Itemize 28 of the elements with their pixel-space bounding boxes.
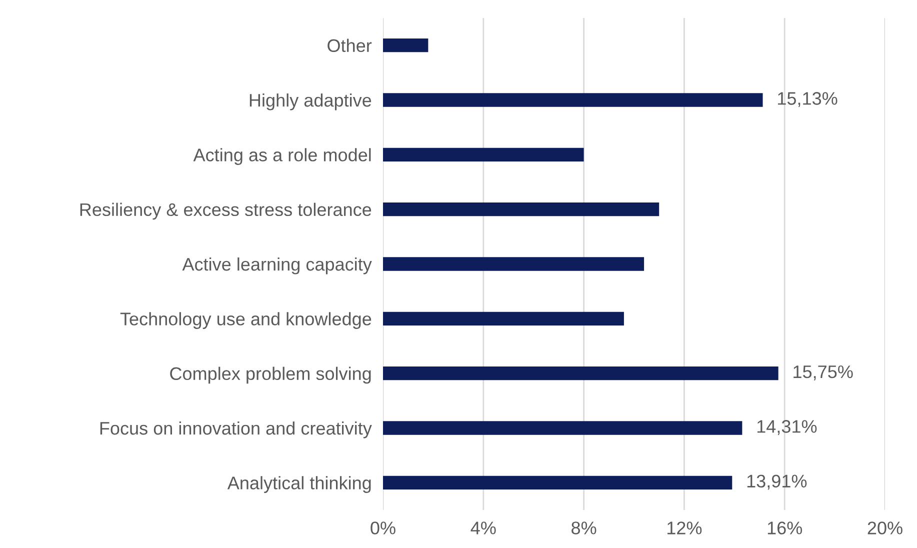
y-tick-label: Analytical thinking xyxy=(227,476,371,493)
bar xyxy=(383,312,624,326)
bar xyxy=(383,38,428,52)
x-tick-label: 4% xyxy=(470,522,496,534)
data-label: 15,13% xyxy=(778,92,838,107)
x-tick-label: 20% xyxy=(868,522,902,534)
bar xyxy=(383,202,660,216)
bar xyxy=(383,421,742,435)
x-tick-label: 12% xyxy=(668,522,702,534)
bar xyxy=(383,148,584,162)
x-tick-label: 8% xyxy=(572,522,596,534)
y-tick-label: Other xyxy=(328,38,372,52)
y-tick-label: Acting as a role model xyxy=(193,148,371,165)
y-tick-label: Technology use and knowledge xyxy=(120,312,372,329)
data-label: 13,91% xyxy=(747,474,807,490)
y-tick-label: Active learning capacity xyxy=(182,257,372,274)
y-tick-label: Highly adaptive xyxy=(250,93,372,110)
bar xyxy=(383,93,763,107)
bar xyxy=(383,476,732,490)
bar xyxy=(383,257,644,271)
data-label: 14,31% xyxy=(757,420,817,435)
data-label: 15,75% xyxy=(794,365,853,380)
y-tick-label: Complex problem solving xyxy=(170,366,371,384)
bar xyxy=(383,366,778,380)
x-tick-label: 16% xyxy=(768,522,802,534)
y-tick-label: Focus on innovation and creativity xyxy=(100,421,372,438)
x-tick-label: 0% xyxy=(370,522,396,534)
y-tick-label: Resiliency & excess stress tolerance xyxy=(80,202,372,220)
